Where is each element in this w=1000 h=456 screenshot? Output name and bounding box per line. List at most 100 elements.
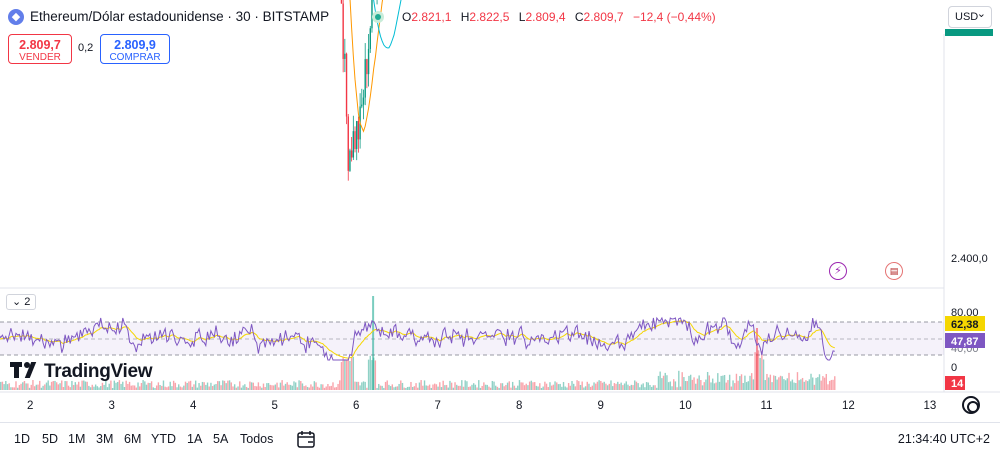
volume-bar bbox=[735, 373, 738, 390]
sell-button[interactable]: 2.809,7 VENDER bbox=[8, 34, 72, 64]
volume-bar bbox=[44, 384, 46, 390]
range-1d[interactable]: 1D bbox=[14, 432, 30, 446]
volume-bar bbox=[306, 386, 309, 390]
volume-bar bbox=[761, 351, 763, 390]
range-1m[interactable]: 1M bbox=[68, 432, 86, 446]
volume-bar bbox=[745, 382, 748, 390]
range-todos[interactable]: Todos bbox=[240, 432, 274, 446]
volume-bar bbox=[645, 382, 648, 390]
clock[interactable]: 21:34:40 UTC+2 bbox=[897, 432, 990, 446]
volume-bar bbox=[618, 384, 621, 390]
volume-bar bbox=[74, 382, 77, 390]
calendar-icon[interactable] bbox=[296, 429, 316, 449]
lightning-icon[interactable]: ⚡ bbox=[829, 262, 847, 280]
volume-bar bbox=[230, 382, 232, 390]
volume-bar bbox=[783, 379, 785, 390]
sell-price: 2.809,7 bbox=[19, 38, 61, 52]
volume-bar bbox=[622, 385, 624, 390]
volume-bar bbox=[706, 371, 709, 390]
sell-label: VENDER bbox=[19, 52, 61, 63]
range-1a[interactable]: 1A bbox=[187, 432, 203, 446]
volume-bar bbox=[574, 386, 577, 390]
volume-bar bbox=[656, 387, 658, 390]
volume-bar bbox=[62, 387, 65, 390]
volume-bar bbox=[528, 381, 531, 390]
volume-bar bbox=[654, 385, 656, 390]
volume-bar bbox=[603, 381, 605, 390]
volume-bar bbox=[705, 379, 707, 390]
volume-bar bbox=[549, 382, 551, 390]
volume-bar bbox=[20, 383, 22, 390]
volume-bar bbox=[493, 381, 495, 390]
rsi-signal-tag bbox=[945, 316, 985, 331]
volume-bar bbox=[293, 381, 295, 390]
range-6m[interactable]: 6M bbox=[124, 432, 142, 446]
volume-bar bbox=[478, 380, 480, 390]
volume-bar bbox=[830, 379, 833, 390]
volume-bar bbox=[720, 375, 722, 390]
volume-bar bbox=[576, 380, 578, 390]
ohlc-open: 2.821,1 bbox=[411, 10, 452, 24]
volume-bar bbox=[817, 377, 819, 390]
rsi-value-tag-label: 47,87 bbox=[951, 336, 979, 348]
volume-bar bbox=[128, 381, 131, 390]
volume-bar bbox=[367, 359, 370, 390]
volume-bar bbox=[222, 380, 224, 390]
volume-bar bbox=[106, 387, 109, 390]
volume-bar bbox=[37, 384, 39, 390]
candle-body bbox=[340, 0, 343, 4]
buy-button[interactable]: 2.809,9 COMPRAR bbox=[100, 34, 170, 64]
candle-body bbox=[352, 131, 355, 158]
volume-bar bbox=[96, 386, 99, 390]
volume-bar bbox=[384, 381, 387, 390]
volume-bar bbox=[393, 387, 395, 390]
collapse-icon[interactable]: ⌄ bbox=[12, 296, 22, 308]
volume-bar bbox=[534, 382, 536, 390]
range-ytd[interactable]: YTD bbox=[151, 432, 176, 446]
us-flag-icon[interactable]: ▤ bbox=[885, 262, 903, 280]
volume-bar bbox=[562, 381, 565, 390]
rsi-signal-tag-label: 62,38 bbox=[951, 319, 979, 331]
volume-bar bbox=[401, 382, 404, 390]
volume-bar bbox=[630, 384, 633, 390]
symbol-title[interactable]: Ethereum/Dólar estadounidense · 30 · BIT… bbox=[30, 9, 330, 24]
currency-select[interactable]: USD bbox=[948, 4, 992, 28]
volume-bar bbox=[722, 375, 724, 390]
volume-bar bbox=[78, 381, 80, 390]
candle-body bbox=[347, 116, 349, 171]
volume-bar bbox=[556, 382, 558, 390]
range-5d[interactable]: 5D bbox=[42, 432, 58, 446]
volume-bar bbox=[406, 386, 409, 390]
volume-bar bbox=[18, 385, 21, 390]
volume-bar bbox=[132, 385, 134, 390]
ohlc-low-key: L bbox=[518, 10, 526, 24]
volume-bar bbox=[667, 382, 670, 390]
volume-bar bbox=[94, 384, 97, 390]
volume-bar bbox=[301, 383, 304, 390]
bottom-toolbar: 1D 5D 1M 3M 6M YTD 1A 5A Todos 21:34:40 UTC+2 bbox=[0, 422, 1000, 456]
market-status-icon[interactable] bbox=[372, 11, 384, 23]
volume-bar bbox=[557, 384, 560, 390]
range-5a[interactable]: 5A bbox=[213, 432, 229, 446]
volume-bar bbox=[657, 375, 660, 390]
volume-bar bbox=[591, 385, 594, 390]
volume-bar bbox=[113, 380, 116, 390]
volume-bar bbox=[328, 386, 331, 390]
volume-bar bbox=[784, 380, 787, 390]
volume-bar bbox=[464, 380, 466, 390]
rsi-legend[interactable]: ⌄ 2 bbox=[6, 294, 37, 310]
volume-bar bbox=[762, 359, 765, 390]
gear-icon[interactable] bbox=[962, 396, 980, 414]
volume-bar bbox=[349, 361, 351, 390]
volume-bar bbox=[211, 386, 214, 390]
volume-bar bbox=[781, 376, 783, 390]
volume-bar bbox=[240, 387, 243, 390]
volume-bar bbox=[118, 380, 121, 390]
range-3m[interactable]: 3M bbox=[96, 432, 114, 446]
volume-bar bbox=[345, 359, 348, 390]
volume-bar bbox=[354, 381, 356, 390]
volume-bar bbox=[793, 382, 795, 390]
volume-bar bbox=[250, 382, 253, 390]
volume-bar bbox=[495, 385, 497, 390]
